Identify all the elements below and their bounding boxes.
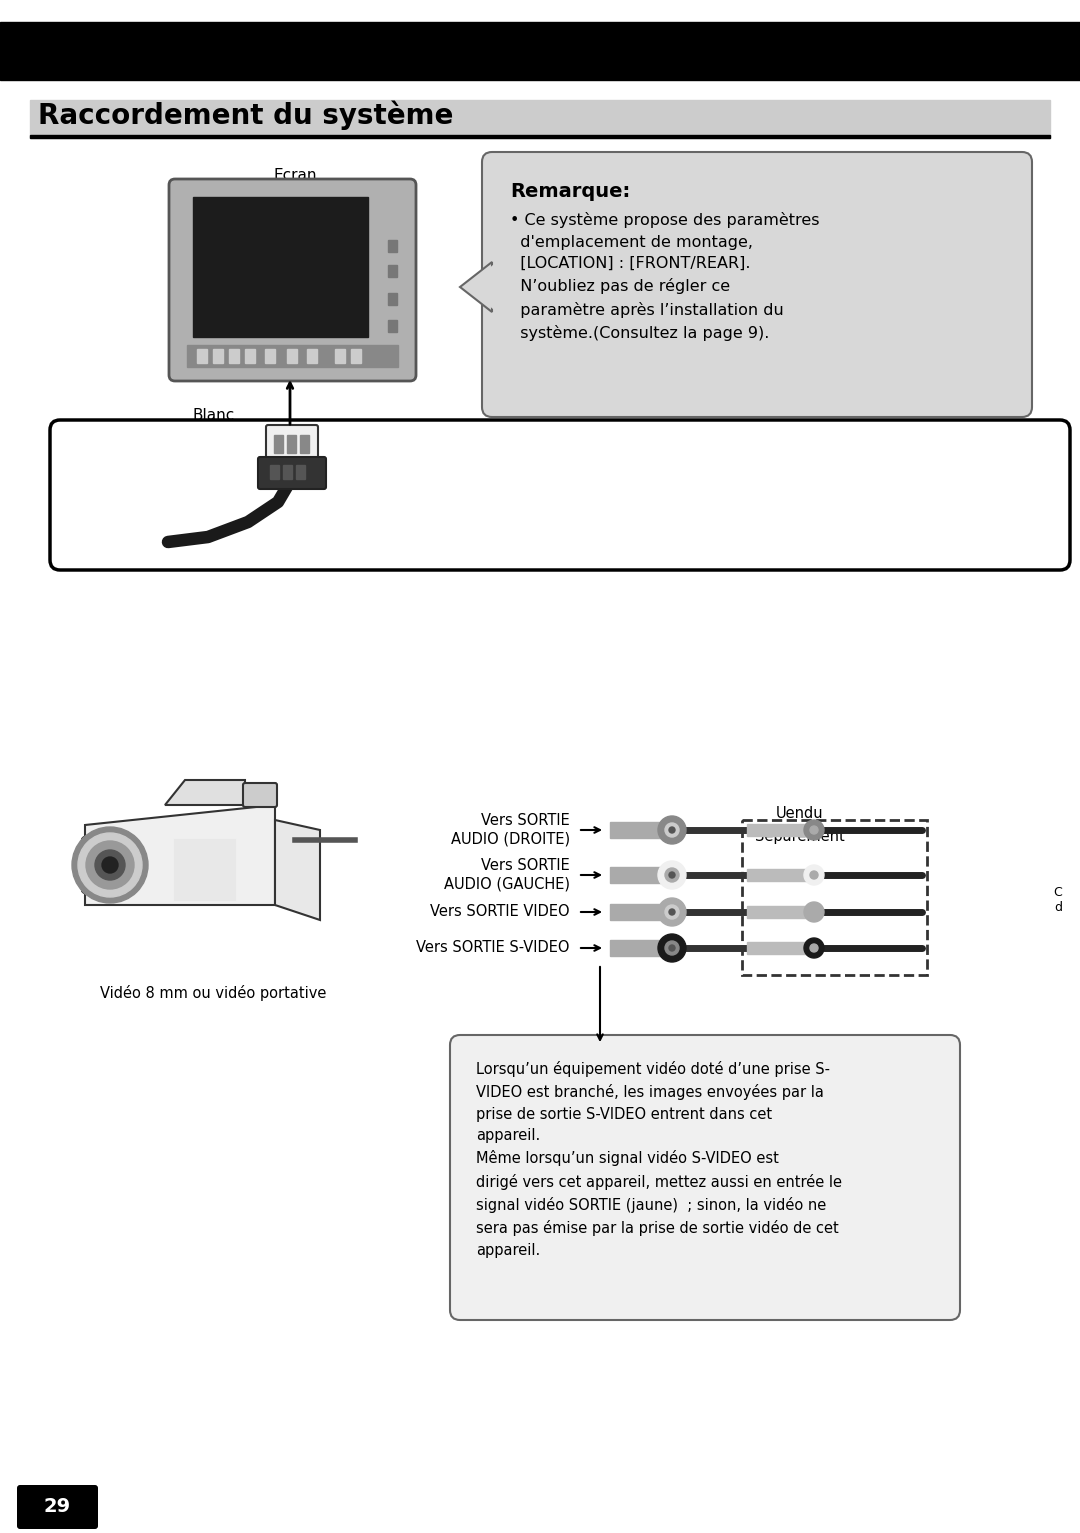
FancyBboxPatch shape (243, 783, 276, 806)
Circle shape (669, 826, 675, 832)
Text: Blanc: Blanc (192, 408, 235, 423)
Circle shape (810, 871, 818, 878)
Bar (270, 464, 279, 478)
Bar (30, 100, 1050, 138)
FancyBboxPatch shape (168, 179, 416, 382)
Circle shape (804, 901, 824, 921)
Circle shape (658, 862, 686, 889)
Bar (335, 350, 345, 363)
Bar (747, 869, 807, 881)
Circle shape (669, 909, 675, 915)
Bar (742, 820, 927, 975)
Bar (197, 350, 207, 363)
Bar (287, 350, 297, 363)
Polygon shape (85, 805, 275, 904)
Text: Vers SORTIE
AUDIO (DROITE): Vers SORTIE AUDIO (DROITE) (450, 812, 570, 846)
Bar (229, 350, 239, 363)
Bar (610, 940, 665, 957)
FancyBboxPatch shape (450, 1035, 960, 1320)
Bar (0, 21, 1080, 80)
Text: Ecran: Ecran (273, 169, 316, 182)
Text: • Ce système propose des paramètres
  d'emplacement de montage,
  [LOCATION] : [: • Ce système propose des paramètres d'em… (510, 212, 820, 340)
Text: Vidéo 8 mm ou vidéo portative: Vidéo 8 mm ou vidéo portative (100, 986, 326, 1001)
Circle shape (658, 816, 686, 845)
Bar (245, 350, 255, 363)
Bar (747, 906, 807, 918)
Bar (265, 350, 275, 363)
Bar (351, 350, 361, 363)
Bar (747, 941, 807, 954)
FancyBboxPatch shape (17, 1485, 98, 1528)
Circle shape (804, 938, 824, 958)
Bar (388, 265, 397, 277)
Bar (187, 345, 399, 366)
Bar (388, 320, 397, 333)
Polygon shape (468, 264, 494, 310)
Circle shape (804, 865, 824, 885)
Text: Vers SORTIE
AUDIO (GAUCHE): Vers SORTIE AUDIO (GAUCHE) (444, 858, 570, 892)
Circle shape (810, 826, 818, 834)
Bar (213, 350, 222, 363)
FancyBboxPatch shape (266, 425, 318, 464)
Bar (610, 904, 665, 920)
Bar (388, 241, 397, 251)
FancyBboxPatch shape (258, 457, 326, 489)
Polygon shape (275, 820, 320, 920)
Circle shape (86, 842, 134, 889)
Polygon shape (460, 262, 492, 313)
Bar (610, 822, 665, 839)
Bar (175, 840, 235, 900)
Circle shape (95, 849, 125, 880)
Circle shape (665, 941, 679, 955)
Circle shape (810, 944, 818, 952)
Text: Vers SORTIE S-VIDEO: Vers SORTIE S-VIDEO (417, 941, 570, 955)
Bar (610, 868, 665, 883)
Bar (274, 435, 283, 452)
Text: 29: 29 (43, 1498, 70, 1516)
Circle shape (658, 898, 686, 926)
FancyBboxPatch shape (482, 152, 1032, 417)
Circle shape (665, 904, 679, 918)
Text: Lorsqu’un équipement vidéo doté d’une prise S-
VIDEO est branché, les images env: Lorsqu’un équipement vidéo doté d’une pr… (476, 1061, 842, 1257)
Circle shape (804, 820, 824, 840)
Text: C
d: C d (1054, 886, 1063, 914)
Bar (747, 825, 807, 835)
FancyBboxPatch shape (82, 837, 118, 894)
Bar (30, 135, 1050, 138)
Text: Remarque:: Remarque: (510, 182, 631, 201)
Circle shape (658, 934, 686, 963)
Bar (300, 435, 309, 452)
Text: Vers SORTIE VIDEO: Vers SORTIE VIDEO (430, 904, 570, 920)
Bar (296, 464, 305, 478)
Text: Raccordement du système: Raccordement du système (38, 101, 454, 130)
Bar (287, 435, 296, 452)
Polygon shape (165, 780, 245, 805)
Circle shape (665, 868, 679, 881)
Circle shape (72, 826, 148, 903)
Bar (307, 350, 318, 363)
Bar (388, 293, 397, 305)
Circle shape (810, 908, 818, 917)
Bar (283, 464, 292, 478)
Circle shape (669, 944, 675, 950)
Bar (193, 198, 368, 337)
Circle shape (78, 832, 141, 897)
Text: Uendu
Séparément: Uendu Séparément (755, 806, 845, 843)
Circle shape (669, 872, 675, 878)
Circle shape (102, 857, 118, 872)
Circle shape (665, 823, 679, 837)
